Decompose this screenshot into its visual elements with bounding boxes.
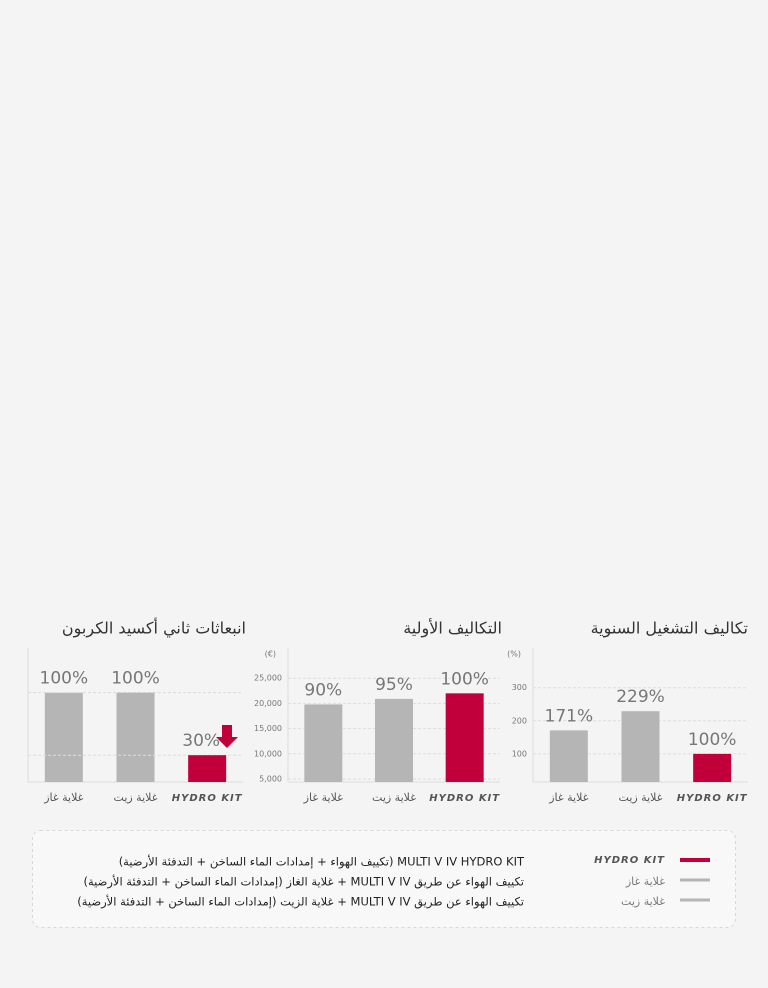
legend-description: تكييف الهواء عن طريق MULTI V IV + غلاية … bbox=[77, 895, 524, 910]
chart-title: التكاليف الأولية bbox=[403, 618, 502, 639]
legend-logo: HYDRO KIT bbox=[594, 855, 665, 866]
value-label: 100% bbox=[688, 730, 737, 750]
y-tick-label: 20,000 bbox=[254, 699, 282, 708]
bar bbox=[304, 704, 343, 782]
bar bbox=[375, 698, 413, 782]
axis-unit: (€) bbox=[265, 650, 276, 659]
x-tick-label: غلاية زيت bbox=[619, 791, 663, 804]
axis-unit: (%) bbox=[507, 650, 521, 659]
bar bbox=[116, 692, 155, 782]
x-tick-label: HYDRO KIT bbox=[172, 793, 243, 804]
y-tick-label: 25,000 bbox=[254, 674, 282, 683]
value-label: 229% bbox=[616, 687, 665, 707]
legend-description: MULTI V IV HYDRO KIT (تكييف الهواء + إمد… bbox=[119, 855, 525, 870]
legend-description: تكييف الهواء عن طريق MULTI V IV + غلاية … bbox=[83, 875, 524, 890]
y-tick-label: 100 bbox=[512, 749, 527, 758]
y-tick-label: 15,000 bbox=[254, 724, 282, 733]
value-label: 90% bbox=[304, 680, 342, 700]
x-tick-label: غلاية غاز bbox=[303, 791, 343, 804]
chart-title: تكاليف التشغيل السنوية bbox=[591, 619, 748, 639]
chart-title: انبعاثات ثاني أكسيد الكربون bbox=[62, 618, 246, 639]
x-tick-label: غلاية غاز bbox=[43, 791, 83, 804]
value-label: 100% bbox=[111, 669, 160, 689]
value-label: 30% bbox=[182, 731, 220, 751]
y-tick-label: 5,000 bbox=[259, 774, 282, 783]
bar bbox=[549, 730, 588, 782]
x-tick-label: غلاية زيت bbox=[114, 791, 158, 804]
legend-name: غلاية زيت bbox=[621, 895, 665, 908]
legend-name: غلاية غاز bbox=[625, 875, 665, 888]
value-label: 95% bbox=[375, 675, 413, 695]
bar bbox=[44, 692, 83, 782]
y-tick-label: 10,000 bbox=[254, 749, 282, 758]
x-tick-label: غلاية غاز bbox=[548, 791, 588, 804]
x-tick-label: غلاية زيت bbox=[372, 791, 416, 804]
bar bbox=[693, 753, 732, 782]
bar bbox=[188, 755, 227, 782]
value-label: 100% bbox=[440, 669, 489, 689]
value-label: 171% bbox=[545, 706, 594, 726]
bar bbox=[445, 693, 484, 782]
x-tick-label: HYDRO KIT bbox=[677, 793, 748, 804]
legend-box bbox=[32, 830, 736, 928]
x-tick-label: HYDRO KIT bbox=[429, 793, 500, 804]
down-arrow bbox=[216, 725, 238, 748]
y-tick-label: 300 bbox=[512, 683, 527, 692]
value-label: 100% bbox=[40, 669, 89, 689]
y-tick-label: 200 bbox=[512, 716, 527, 725]
bar bbox=[621, 711, 660, 782]
